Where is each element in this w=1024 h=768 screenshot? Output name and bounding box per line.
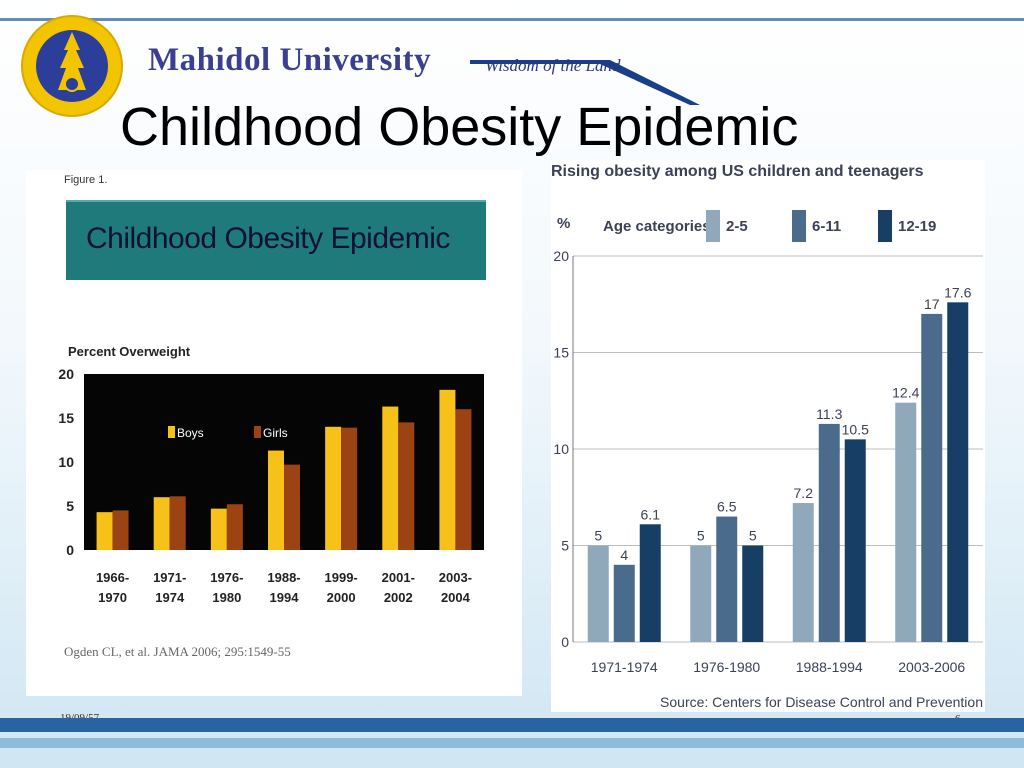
right-data-label: 5 [594,528,602,544]
right-bar-12-19 [742,545,764,642]
right-data-label: 4 [620,547,628,563]
left-x-tick-label: 2004 [441,590,471,605]
right-data-label: 17.6 [944,284,971,300]
slide-title: Childhood Obesity Epidemic [120,97,799,157]
citation: Ogden CL, et al. JAMA 2006; 295:1549-55 [64,644,291,659]
right-legend-label: 2-5 [726,218,748,235]
right-bar-6-11 [716,516,738,642]
right-legend-swatch [878,210,892,242]
left-chart: 0 5 10 15 20 1966- 1970 1971- 1974 1976- 1980 1988-… [58,366,484,605]
left-bar-boys [382,406,399,550]
right-data-label: 5 [697,528,705,544]
header-swoosh [470,60,700,105]
left-x-tick-label: 2002 [384,590,413,605]
university-motto: Wisdom of the Land [485,56,621,75]
right-data-label: 6.5 [717,499,737,515]
right-bar-2-5 [587,545,609,642]
right-legend-swatch [706,210,720,242]
left-bar-boys [268,450,284,550]
right-bar-2-5 [895,402,917,642]
left-bar-boys [153,497,170,550]
right-chart-title: Rising obesity among US children and tee… [551,163,924,180]
figure-banner-title: Childhood Obesity Epidemic [86,222,450,255]
left-figure-panel: Figure 1. Childhood Obesity Epidemic Per… [26,170,522,696]
left-legend-label: Girls [263,426,288,440]
left-bar-girls [341,427,358,550]
right-data-label: 17 [924,296,940,312]
left-bar-girls [284,464,300,550]
left-y-tick-label: 20 [58,366,74,382]
right-x-tick-label: 1971-1974 [591,659,658,675]
header-rule [0,18,1024,21]
university-seal-logo [14,14,132,118]
figure-label: Figure 1. [64,174,108,186]
left-x-tick-label: 1974 [155,590,185,605]
right-bar-6-11 [818,423,840,642]
left-legend-label: Boys [177,426,204,440]
figure-banner: Childhood Obesity Epidemic [66,200,486,280]
source-note: Source: Centers for Disease Control and … [660,694,983,710]
right-data-label: 6.1 [641,506,661,522]
left-x-tick-label: 1966- [96,570,129,585]
right-bar-6-11 [921,313,943,642]
left-x-tick-label: 2000 [327,590,356,605]
left-bar-girls [112,510,129,550]
left-chart-title: Percent Overweight [68,344,191,359]
right-x-tick-label: 2003-2006 [898,659,965,675]
left-x-tick-label: 1970 [98,590,127,605]
left-x-tick-label: 2003- [439,570,472,585]
left-bar-boys [325,426,342,550]
right-bar-12-19 [639,524,661,642]
left-x-tick-label: 1971- [153,570,186,585]
footer-band [0,718,1024,732]
right-y-tick-label: 5 [561,538,569,554]
right-data-label: 7.2 [794,485,814,501]
right-x-tick-label: 1988-1994 [796,659,863,675]
left-bar-girls [398,422,415,550]
left-x-tick-label: 1999- [325,570,358,585]
right-bar-2-5 [690,545,712,642]
right-y-axis-unit: % [557,215,570,232]
university-name: Mahidol University [148,42,432,78]
left-y-tick-label: 10 [58,454,74,470]
right-legend-label: 12-19 [898,218,936,235]
left-x-tick-label: 1980 [212,590,241,605]
right-data-label: 10.5 [842,421,869,437]
left-bar-boys [210,508,227,550]
left-legend-swatch [168,426,175,438]
footer-band-light [0,738,1024,748]
left-bar-girls [226,504,243,550]
right-y-tick-label: 20 [553,248,569,264]
right-legend-label: 6-11 [812,218,841,235]
right-legend-title: Age categories [603,218,711,235]
right-bar-2-5 [792,503,814,642]
left-bar-girls [455,409,472,550]
left-bar-boys [439,389,456,550]
right-bar-12-19 [844,439,866,642]
left-y-tick-label: 5 [66,498,74,514]
left-bar-boys [96,512,113,550]
right-chart: % Age categories 2-5 6-11 12-19 0 5 10 15 20 5 4 6.1… [553,210,983,675]
left-bar-girls [169,496,186,550]
right-bar-12-19 [947,302,969,642]
right-y-tick-label: 0 [561,634,569,650]
right-y-tick-label: 15 [553,345,569,361]
right-data-label: 11.3 [816,406,842,422]
left-x-tick-label: 2001- [382,570,415,585]
right-legend-swatch [792,210,806,242]
right-data-label: 5 [749,528,757,544]
left-x-tick-label: 1988- [267,570,300,585]
left-y-tick-label: 0 [66,542,74,558]
left-x-tick-label: 1994 [270,590,300,605]
right-y-tick-label: 10 [553,441,569,457]
left-y-tick-label: 15 [58,410,74,426]
right-data-label: 12.4 [892,385,919,401]
left-legend-swatch [254,426,261,438]
right-bar-6-11 [613,564,635,642]
right-figure-panel: Rising obesity among US children and tee… [551,160,985,712]
right-x-tick-label: 1976-1980 [693,659,760,675]
left-x-tick-label: 1976- [210,570,243,585]
